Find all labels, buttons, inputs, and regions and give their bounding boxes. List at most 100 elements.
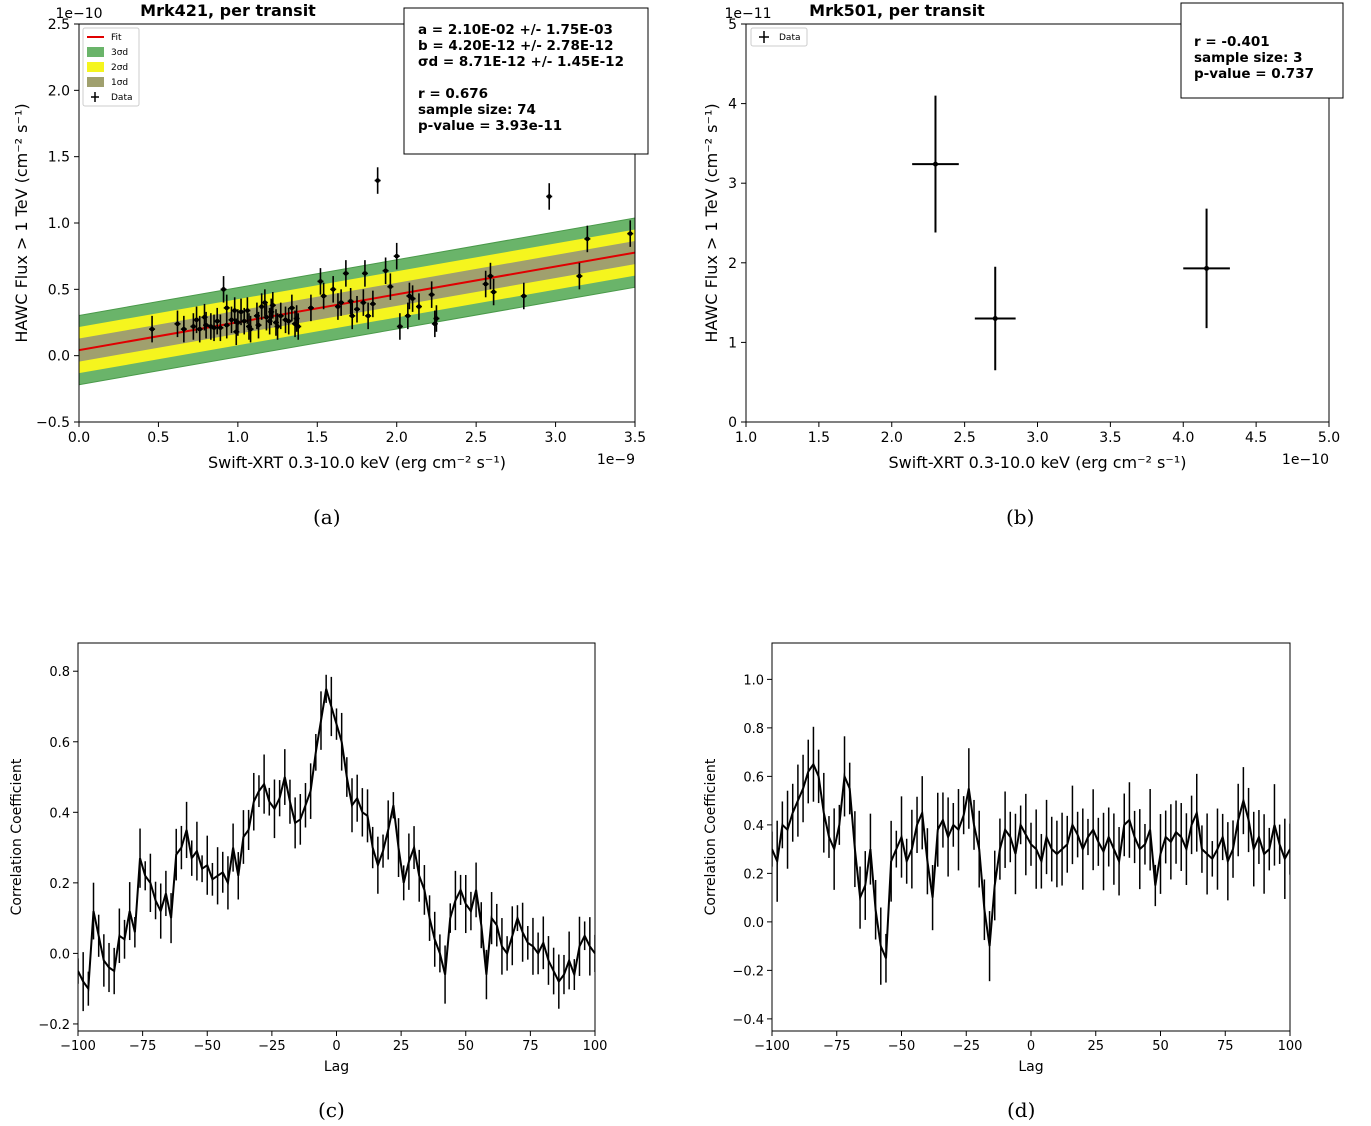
legend-label: Data [111,93,133,103]
x-tick-label: 25 [1087,1039,1104,1054]
legend-swatch-band [87,62,104,72]
data-point [366,314,371,319]
x-offset-text: 1e−10 [1282,452,1329,468]
x-tick-label: 0.5 [147,430,169,446]
data-point [993,316,998,321]
stats-line: sample size: 74 [418,102,536,118]
data-point [221,287,226,292]
data-point [339,300,344,305]
y-tick-label: −0.4 [732,1013,764,1028]
data-point [224,306,229,311]
data-point [278,314,283,319]
x-tick-label: 3.0 [544,430,566,446]
x-tick-label: 5.0 [1318,430,1340,446]
x-tick-label: 2.5 [465,430,487,446]
data-point [361,300,366,305]
y-tick-label: −0.2 [732,964,764,979]
data-point [488,274,493,279]
x-axis-label: Swift-XRT 0.3-10.0 keV (erg cm⁻² s⁻¹) [208,453,506,472]
y-axis-label: Correlation Coefficient [9,758,25,915]
y-tick-label: 0.2 [49,877,70,892]
legend-label: Fit [111,33,122,43]
x-tick-label: 3.0 [1026,430,1048,446]
chart-d: −100 −75 −50 −25 0 25 50 75 100 −0.4 −0.2 0.0 0.2 0.4… [703,643,1302,1075]
data-point [406,314,411,319]
stats-line: σd = 8.71E-12 +/- 1.45E-12 [418,54,624,70]
y-tick-label: −0.5 [36,415,70,431]
caption-c: (c) [318,1098,345,1122]
x-tick-label: 100 [1278,1039,1303,1054]
data-point [410,296,415,301]
x-axis-label: Lag [324,1059,349,1075]
data-point [232,308,237,313]
data-point [375,178,380,183]
x-tick-label: 1.0 [735,430,757,446]
legend-swatch-band [87,47,104,57]
data-point [429,292,434,297]
data-point [256,323,261,328]
legend-label: 2σd [111,63,128,73]
data-point [1204,266,1209,271]
data-point [150,327,155,332]
x-tick-label: 3.5 [1099,430,1121,446]
data-point [383,268,388,273]
x-tick-label: −75 [823,1039,850,1054]
data-point [398,324,403,329]
y-tick-label: 0.5 [48,282,70,298]
legend-label: 3σd [111,48,128,58]
y-tick-label: 2 [728,256,737,272]
y-tick-label: 1.5 [48,150,70,166]
data-point [355,307,360,312]
data-point [239,310,244,315]
chart-b: 1.0 1.5 2.0 2.5 3.0 3.5 4.0 4.5 5.00123451e−101e… [702,1,1343,472]
data-point [212,326,217,331]
legend-swatch-band [87,77,104,87]
x-axis-label: Lag [1018,1059,1043,1075]
caption-a: (a) [313,505,341,529]
data-point [182,327,187,332]
data-point [290,306,295,311]
x-tick-label: 2.5 [953,430,975,446]
data-point [236,320,241,325]
y-tick-label: 0.0 [48,349,70,365]
y-offset-text: 1e−10 [55,6,102,22]
y-tick-label: 1.0 [48,216,70,232]
data-point [394,254,399,259]
legend-label: Data [779,33,801,43]
legend-a: Fit 3σd 2σd 1σd Data [83,28,139,106]
stats-box-b: r = -0.401sample size: 3p-value = 0.737 [1181,3,1343,98]
stats-line: p-value = 3.93e-11 [418,118,562,134]
x-tick-label: −100 [60,1039,96,1054]
chart-title: Mrk421, per transit [140,1,316,20]
y-tick-label: 0.0 [743,916,764,931]
stats-line: sample size: 3 [1194,50,1303,66]
y-tick-label: 1 [728,335,737,351]
y-tick-label: 0.8 [49,665,70,680]
plot-frame [78,643,595,1031]
data-point [286,319,291,324]
data-point [483,282,488,287]
x-tick-label: 75 [522,1039,539,1054]
data-point [229,318,234,323]
x-tick-label: 25 [393,1039,410,1054]
stats-box-a: a = 2.10E-02 +/- 1.75E-03b = 4.20E-12 +/… [404,8,648,154]
data-point [224,323,229,328]
data-point [371,302,376,307]
data-point [218,326,223,331]
data-point [577,274,582,279]
data-point [275,324,280,329]
stats-line: p-value = 0.737 [1194,66,1314,82]
data-point [264,315,269,320]
x-tick-label: 3.5 [624,430,646,446]
x-tick-label: −75 [129,1039,156,1054]
x-tick-label: 75 [1217,1039,1234,1054]
caption-d: (d) [1007,1098,1035,1122]
x-tick-label: 0 [1027,1039,1035,1054]
data-point [331,287,336,292]
y-tick-label: 0.8 [743,722,764,737]
data-point [547,194,552,199]
stats-line: a = 2.10E-02 +/- 1.75E-03 [418,22,613,38]
x-tick-label: −25 [258,1039,285,1054]
x-tick-label: 50 [457,1039,474,1054]
